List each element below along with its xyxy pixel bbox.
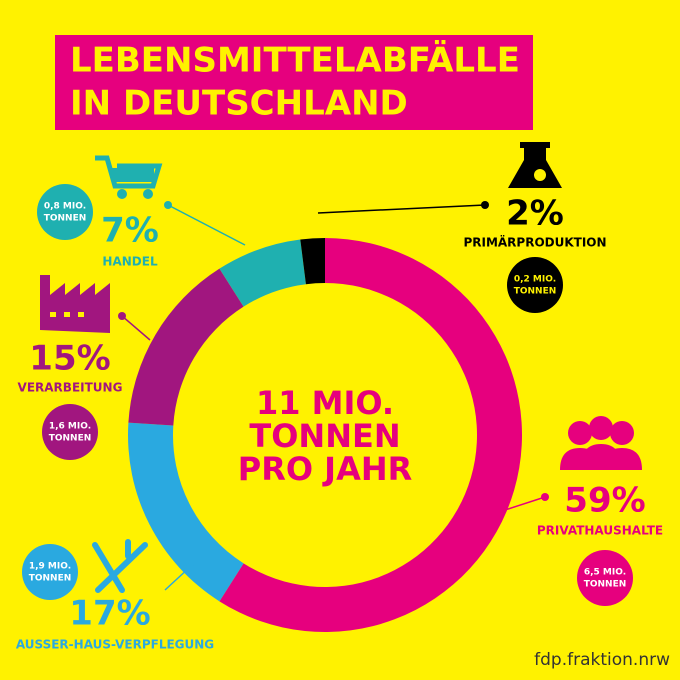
donut-segment bbox=[128, 268, 244, 426]
callout-line bbox=[504, 496, 546, 511]
category-label: PRIVATHAUSHALTE bbox=[537, 524, 663, 538]
people-icon bbox=[560, 416, 642, 470]
flask-icon bbox=[508, 142, 562, 188]
amount-label: TONNEN bbox=[514, 287, 557, 297]
callout-line bbox=[167, 204, 246, 246]
factory-icon bbox=[40, 275, 110, 333]
category-label: HANDEL bbox=[102, 255, 158, 269]
amount-bubble bbox=[577, 550, 633, 606]
value-label: 15% bbox=[29, 339, 110, 379]
amount-label: 0,8 MIO. bbox=[44, 202, 86, 212]
callout-dot bbox=[481, 201, 489, 209]
amount-label: TONNEN bbox=[49, 434, 92, 444]
category-label: PRIMÄRPRODUKTION bbox=[463, 235, 606, 250]
amount-label: 0,2 MIO. bbox=[514, 275, 556, 285]
amount-bubble bbox=[507, 257, 563, 313]
callout-line bbox=[121, 315, 151, 341]
amount-label: 1,6 MIO. bbox=[49, 422, 91, 432]
callout-dot bbox=[186, 563, 194, 571]
center-text: 11 MIO. bbox=[256, 384, 394, 422]
amount-label: 1,9 MIO. bbox=[29, 562, 71, 572]
category-label: AUSSER-HAUS-VERPFLEGUNG bbox=[16, 638, 214, 652]
title-box bbox=[55, 35, 533, 130]
category-label: VERARBEITUNG bbox=[18, 381, 123, 395]
amount-label: TONNEN bbox=[29, 574, 72, 584]
cutlery-icon bbox=[92, 539, 148, 593]
value-label: 7% bbox=[101, 211, 159, 251]
donut-segment bbox=[219, 239, 306, 307]
value-label: 59% bbox=[564, 481, 645, 521]
amount-bubble bbox=[37, 184, 93, 240]
callout-line bbox=[317, 204, 486, 214]
donut-segment bbox=[300, 238, 325, 285]
callout-dot bbox=[118, 312, 126, 320]
cart-icon bbox=[95, 155, 163, 199]
callout-line bbox=[164, 566, 191, 591]
amount-label: TONNEN bbox=[44, 214, 87, 224]
title: IN DEUTSCHLAND bbox=[70, 84, 408, 124]
amount-bubble bbox=[22, 544, 78, 600]
center-text: TONNEN bbox=[249, 417, 400, 455]
donut-segment bbox=[128, 422, 244, 602]
amount-label: TONNEN bbox=[584, 580, 627, 590]
amount-label: 6,5 MIO. bbox=[584, 568, 626, 578]
amount-bubble bbox=[42, 404, 98, 460]
footer: fdp.fraktion.nrw bbox=[534, 650, 670, 670]
donut-segment bbox=[219, 238, 522, 632]
callout-dot bbox=[541, 493, 549, 501]
value-label: 2% bbox=[506, 194, 564, 234]
callout-dot bbox=[164, 201, 172, 209]
title: LEBENSMITTELABFÄLLE bbox=[70, 40, 520, 81]
center-text: PRO JAHR bbox=[238, 450, 413, 488]
value-label: 17% bbox=[69, 594, 150, 634]
